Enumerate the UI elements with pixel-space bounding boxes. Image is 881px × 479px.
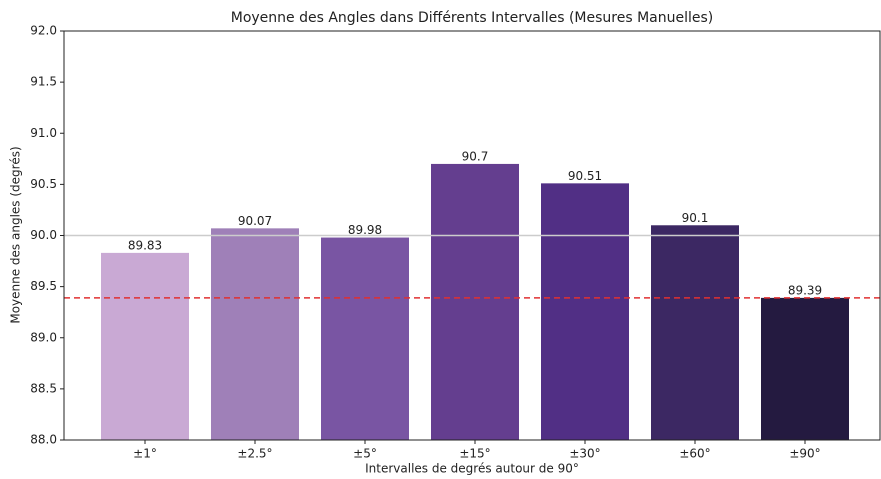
y-tick-label: 91.0 (30, 126, 57, 140)
y-tick-label: 89.0 (30, 330, 57, 344)
value-label: 90.07 (238, 214, 272, 228)
y-tick-label: 88.5 (30, 381, 57, 395)
x-tick-label: ±1° (133, 447, 157, 461)
plot-frame (63, 30, 881, 441)
x-tick-label: ±30° (569, 447, 600, 461)
x-axis-label: Intervalles de degrés autour de 90° (365, 462, 579, 476)
x-tick-label: ±2.5° (237, 447, 272, 461)
x-tick-label: ±15° (459, 447, 490, 461)
value-label: 90.1 (682, 211, 709, 225)
x-tick-label: ±90° (789, 447, 820, 461)
y-axis-label: Moyenne des angles (degrés) (9, 146, 23, 323)
y-tick-label: 90.0 (30, 228, 57, 242)
value-label: 89.39 (788, 283, 822, 297)
value-label: 89.98 (348, 223, 382, 237)
bar (431, 163, 519, 441)
y-tick-label: 91.5 (30, 75, 57, 89)
y-tick-label: 88.0 (30, 433, 57, 447)
bar (321, 237, 409, 440)
value-label: 89.83 (128, 238, 162, 252)
y-tick-label: 92.0 (30, 24, 57, 38)
bar (761, 297, 849, 440)
bar (541, 183, 629, 441)
bar (211, 228, 299, 440)
y-tick-label: 90.5 (30, 177, 57, 191)
x-tick-label: ±5° (353, 447, 377, 461)
value-label: 90.7 (462, 149, 489, 163)
value-label: 90.51 (568, 169, 602, 183)
y-tick-label: 89.5 (30, 279, 57, 293)
bar (651, 225, 739, 440)
x-tick-label: ±60° (679, 447, 710, 461)
bar (101, 252, 189, 440)
chart-title: Moyenne des Angles dans Différents Inter… (231, 10, 714, 26)
